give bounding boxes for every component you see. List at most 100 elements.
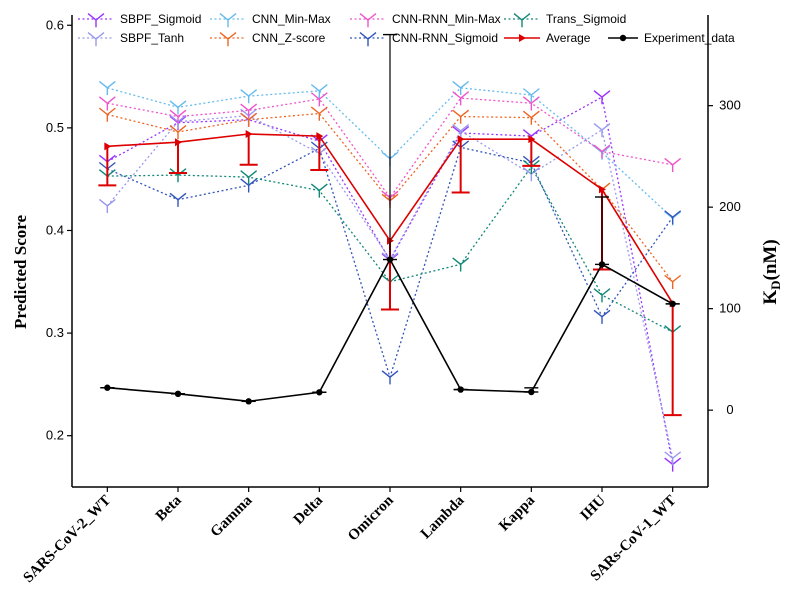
legend-item-cnn-min-max: CNN_Min-Max bbox=[210, 12, 331, 28]
data-point bbox=[664, 157, 682, 173]
data-point bbox=[240, 112, 258, 127]
y2-axis-title-main: K bbox=[760, 290, 781, 305]
legend-item-sbpf-tanh: SBPF_Tanh bbox=[78, 31, 184, 47]
data-point bbox=[452, 257, 470, 272]
legend-marker bbox=[87, 32, 105, 47]
y2-axis-title-unit: (nM) bbox=[760, 239, 781, 280]
legend-item-sbpf-sigmoid: SBPF_Sigmoid bbox=[78, 12, 201, 28]
data-point bbox=[593, 122, 611, 138]
data-point bbox=[310, 92, 328, 107]
series-average bbox=[98, 130, 682, 417]
legend-item-average: Average bbox=[504, 31, 591, 45]
legend-label: Average bbox=[546, 31, 591, 45]
data-point bbox=[664, 210, 682, 225]
data-point bbox=[664, 451, 682, 466]
series-cnn-rnn-min-max bbox=[98, 91, 682, 205]
plot-area bbox=[98, 33, 682, 472]
data-point bbox=[522, 88, 540, 103]
legend-item-cnn-rnn-sigmoid: CNN-RNN_Sigmoid bbox=[350, 31, 498, 47]
data-point bbox=[240, 103, 258, 118]
data-point bbox=[169, 192, 187, 207]
data-point bbox=[522, 159, 540, 175]
x-tick-label: Beta bbox=[153, 492, 185, 524]
x-tick-label: Kappa bbox=[496, 492, 538, 534]
legend-marker bbox=[519, 34, 526, 42]
data-point bbox=[310, 106, 328, 121]
data-point bbox=[174, 390, 182, 398]
data-point bbox=[452, 109, 470, 124]
data-point bbox=[169, 100, 187, 115]
data-point bbox=[104, 142, 112, 151]
data-point bbox=[316, 132, 324, 141]
data-point bbox=[104, 384, 111, 391]
legend-label: CNN-RNN_Sigmoid bbox=[392, 31, 498, 45]
legend-item-experiment-data: Experiment_data bbox=[608, 31, 735, 45]
y-tick-label: 0.6 bbox=[46, 17, 64, 32]
legend-label: SBPF_Tanh bbox=[120, 31, 184, 45]
data-point bbox=[240, 170, 258, 185]
y-tick-label: 0.4 bbox=[46, 222, 64, 237]
data-point bbox=[522, 96, 540, 111]
legend-marker bbox=[619, 34, 627, 42]
legend-label: SBPF_Sigmoid bbox=[120, 12, 201, 26]
data-point bbox=[240, 178, 258, 193]
data-point bbox=[528, 388, 535, 396]
data-point bbox=[452, 80, 470, 96]
data-point bbox=[593, 288, 611, 303]
x-tick-label: IHU bbox=[577, 492, 608, 523]
legend-marker bbox=[87, 13, 105, 28]
legend: SBPF_Sigmoid SBPF_Tanh CNN_Min-Max CNN_Z-sc… bbox=[78, 12, 735, 47]
x-tick-label: SARS-CoV-2_WT bbox=[21, 493, 115, 587]
data-point bbox=[664, 274, 682, 289]
series-line bbox=[106, 96, 674, 465]
legend-marker bbox=[219, 13, 237, 28]
axes: 0.2 0.3 0.4 0.5 0.6 0 100 200 300 SARS-CoV-2_WT Be… bbox=[21, 15, 741, 586]
legend-item-cnn-rnn-min-max: CNN-RNN_Min-Max bbox=[350, 12, 501, 28]
data-point bbox=[593, 309, 611, 324]
series-line bbox=[107, 87, 674, 219]
data-point bbox=[169, 109, 187, 124]
data-point bbox=[528, 135, 536, 144]
legend-marker bbox=[219, 32, 237, 47]
legend-marker bbox=[359, 32, 377, 47]
data-point bbox=[98, 80, 116, 96]
data-point bbox=[381, 370, 399, 385]
y2-axis-title: KD(nM) bbox=[760, 239, 783, 304]
y-tick-label: 0.5 bbox=[46, 120, 64, 135]
y2-tick-label: 100 bbox=[719, 301, 741, 316]
legend-item-cnn-z-score: CNN_Z-score bbox=[210, 31, 326, 47]
y2-tick-label: 0 bbox=[726, 402, 733, 417]
data-point bbox=[457, 386, 464, 393]
data-point bbox=[593, 144, 611, 159]
series-line bbox=[107, 97, 673, 199]
data-point bbox=[452, 124, 470, 139]
x-tick-label: Gamma bbox=[208, 492, 256, 540]
data-point bbox=[98, 198, 116, 214]
y2-tick-label: 300 bbox=[719, 98, 741, 113]
data-point bbox=[98, 107, 116, 122]
x-tick-label: Lambda bbox=[418, 492, 468, 542]
data-point bbox=[316, 389, 323, 396]
legend-label: Experiment_data bbox=[644, 31, 735, 45]
data-point bbox=[522, 110, 540, 125]
data-point bbox=[169, 168, 187, 183]
data-point bbox=[240, 89, 258, 104]
data-point bbox=[98, 96, 116, 111]
data-point bbox=[598, 261, 606, 268]
x-tick-label: Delta bbox=[291, 492, 327, 528]
y-tick-label: 0.2 bbox=[46, 428, 64, 443]
data-point bbox=[599, 185, 606, 194]
legend-item-trans-sigmoid: Trans_Sigmoid bbox=[504, 12, 626, 28]
data-point bbox=[593, 90, 611, 105]
legend-label: Trans_Sigmoid bbox=[546, 12, 626, 26]
y2-axis-title-sub: D bbox=[768, 280, 783, 289]
data-point bbox=[310, 183, 328, 198]
data-point bbox=[386, 256, 394, 263]
legend-label: CNN-RNN_Min-Max bbox=[392, 12, 501, 26]
legend-label: CNN_Z-score bbox=[252, 31, 326, 45]
data-point bbox=[245, 398, 252, 405]
y2-tick-label: 200 bbox=[719, 199, 741, 214]
data-point bbox=[310, 83, 328, 99]
y-tick-label: 0.3 bbox=[46, 325, 64, 340]
data-point bbox=[457, 135, 465, 144]
